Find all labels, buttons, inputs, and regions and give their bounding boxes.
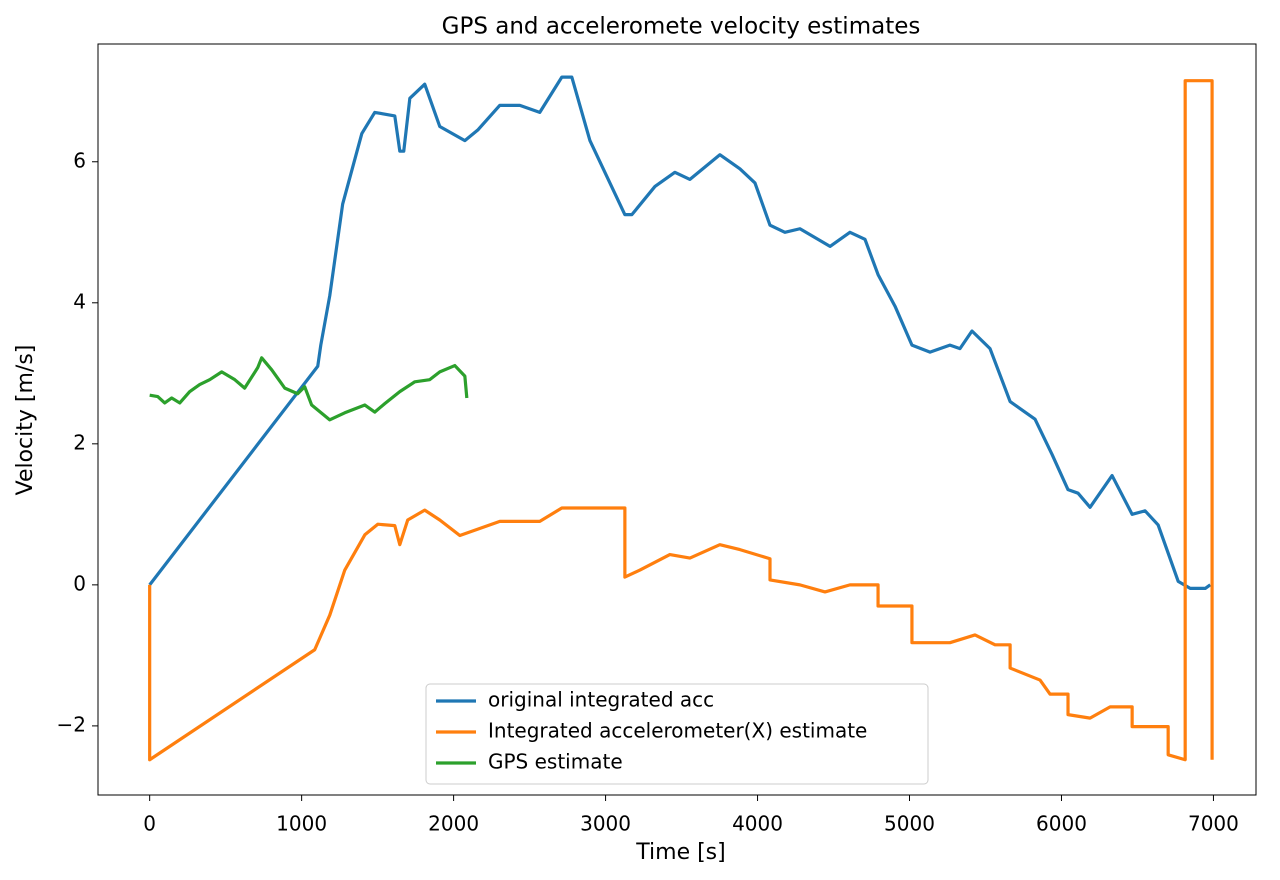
- x-axis-label: Time [s]: [635, 840, 725, 865]
- plot-frame: [97, 43, 1257, 796]
- line-series: [148, 79, 1214, 762]
- legend-label: original integrated acc: [488, 688, 714, 712]
- y-tick-label: 4: [73, 289, 86, 313]
- y-tick-label: −2: [57, 712, 86, 736]
- x-tick-label: 2000: [428, 812, 479, 836]
- y-tick-label: 0: [73, 571, 86, 595]
- legend-label: GPS estimate: [488, 750, 623, 774]
- x-tick-label: 6000: [1036, 812, 1087, 836]
- y-axis-label: Velocity [m/s]: [13, 345, 38, 496]
- y-tick-label: 6: [73, 148, 86, 172]
- y-tick-label: 2: [73, 430, 86, 454]
- x-tick-label: 5000: [884, 812, 935, 836]
- x-tick-label: 0: [143, 812, 156, 836]
- x-tick-label: 4000: [732, 812, 783, 836]
- line-series: [149, 356, 469, 422]
- x-tick-label: 7000: [1188, 812, 1239, 836]
- chart-title: GPS and acceleromete velocity estimates: [442, 14, 921, 40]
- legend: original integrated acc Integrated accele…: [425, 683, 929, 785]
- x-tick-label: 3000: [580, 812, 631, 836]
- legend-label: Integrated accelerometer(X) estimate: [488, 719, 867, 743]
- line-series: [148, 75, 1212, 590]
- legend-box: [425, 683, 929, 785]
- x-tick-label: 1000: [276, 812, 327, 836]
